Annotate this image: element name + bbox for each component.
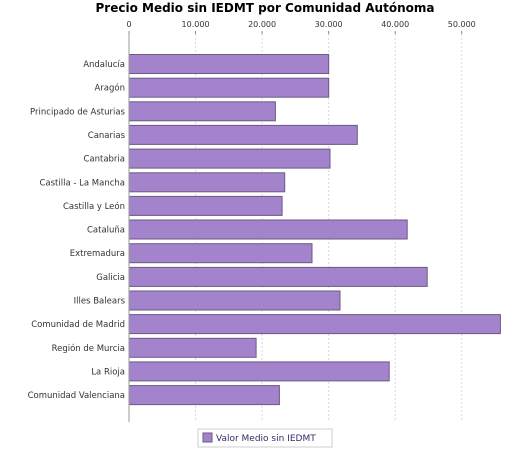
- bar: [128, 77, 330, 98]
- chart-title: Precio Medio sin IEDMT por Comunidad Aut…: [96, 1, 435, 15]
- bars: [128, 54, 501, 406]
- category-label: Principado de Asturias: [30, 107, 126, 117]
- x-tick-label: 0: [126, 20, 131, 29]
- bar: [128, 124, 358, 145]
- bar: [128, 290, 341, 311]
- category-label: Canarias: [88, 131, 126, 141]
- category-label: Región de Murcia: [52, 343, 125, 354]
- bar: [128, 361, 390, 382]
- category-label: Comunidad de Madrid: [31, 320, 125, 330]
- legend-swatch: [202, 432, 213, 443]
- legend: Valor Medio sin IEDMT: [197, 428, 333, 448]
- category-label: Cantabria: [83, 155, 125, 165]
- category-label: Illes Balears: [74, 297, 126, 307]
- x-tick-label: 20.000: [248, 20, 276, 29]
- category-label: Extremadura: [70, 249, 125, 259]
- grid-lines: [195, 34, 463, 422]
- category-label: Cataluña: [87, 226, 125, 236]
- category-label: Andalucía: [83, 60, 125, 70]
- bar: [128, 314, 501, 335]
- bar: [128, 243, 313, 264]
- x-tick-label: 30.000: [315, 20, 343, 29]
- bar: [128, 172, 286, 193]
- x-tick-label: 10.000: [182, 20, 210, 29]
- category-labels: Andalucía Aragón Principado de Asturias Can…: [28, 60, 126, 401]
- category-label: Aragón: [94, 83, 125, 94]
- bar: [128, 337, 257, 358]
- bar: [128, 385, 280, 406]
- category-label: Galicia: [96, 273, 125, 283]
- x-tick-label: 40.000: [381, 20, 409, 29]
- x-tick-label: 50.000: [448, 20, 476, 29]
- legend-label: Valor Medio sin IEDMT: [216, 434, 316, 444]
- bar: [128, 101, 276, 122]
- bar: [128, 148, 331, 169]
- bar: [128, 195, 283, 216]
- category-label: Castilla - La Mancha: [39, 178, 125, 188]
- category-label: Castilla y León: [63, 201, 125, 212]
- bar: [128, 219, 408, 240]
- bar: [128, 266, 428, 287]
- category-label: Comunidad Valenciana: [28, 391, 125, 401]
- x-axis-ticks: 0 10.000 20.000 30.000 40.000 50.000: [126, 20, 476, 34]
- category-label: La Rioja: [91, 367, 125, 377]
- bar: [128, 54, 330, 74]
- legend-box: [197, 428, 333, 448]
